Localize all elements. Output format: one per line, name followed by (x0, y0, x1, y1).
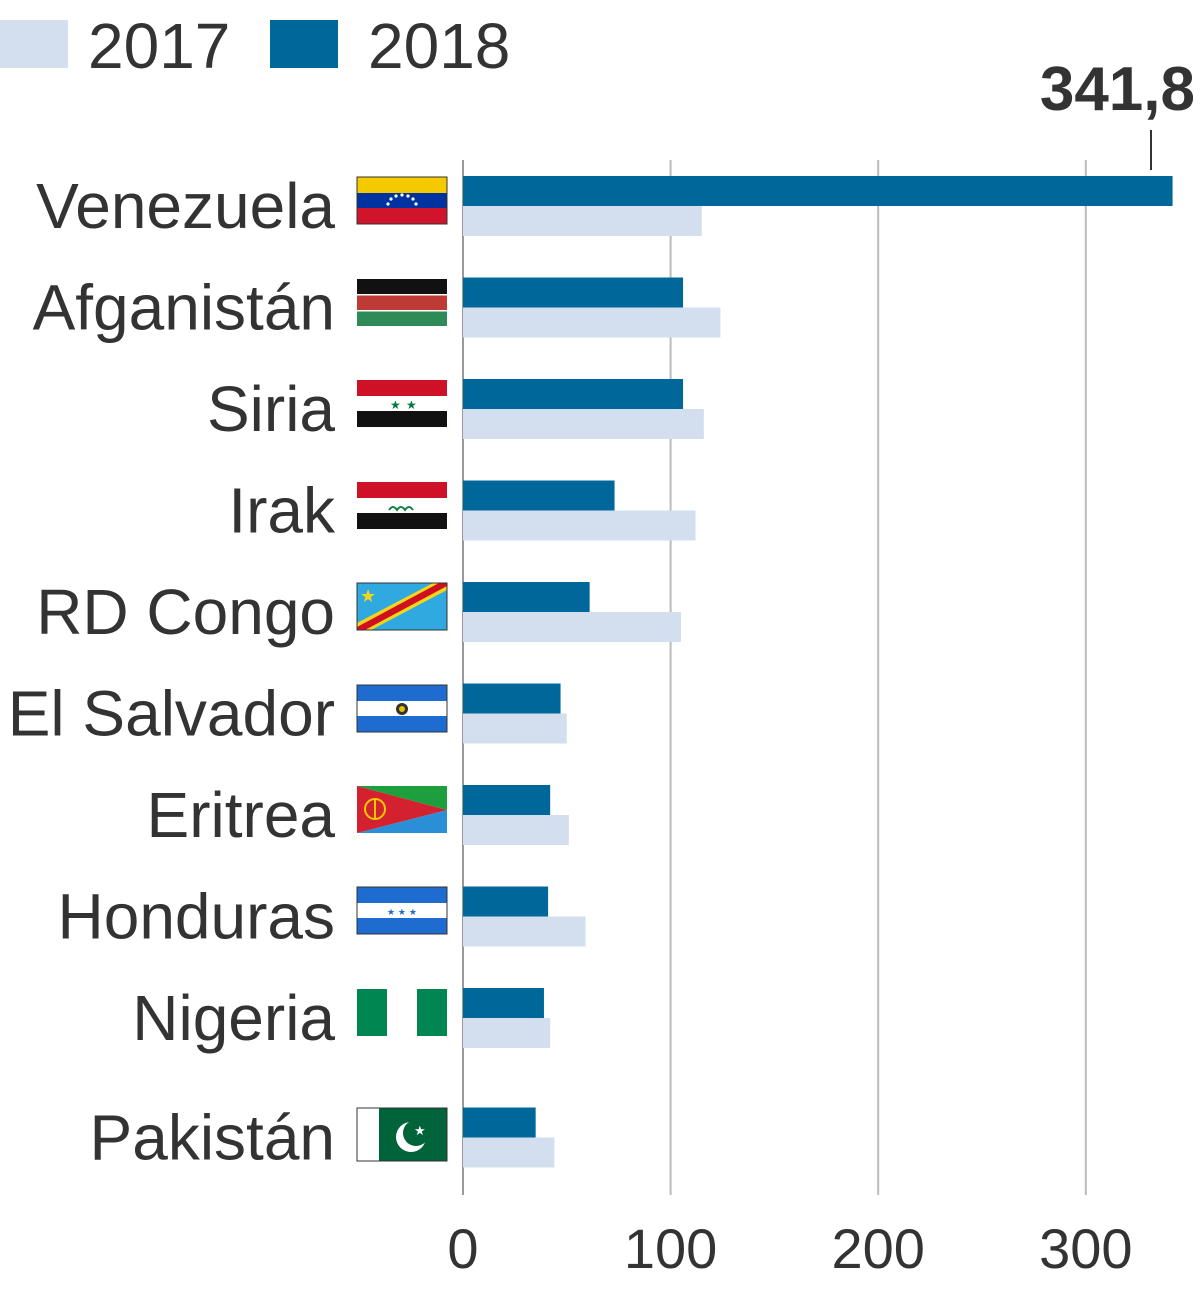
pakistan-flag-icon: ★ (356, 1107, 448, 1162)
bar-2017-eritrea (463, 815, 569, 845)
el-salvador-flag-icon (356, 684, 448, 733)
category-label: RD Congo (36, 576, 335, 648)
iraq-flag-icon (357, 482, 447, 529)
bar-2018-eritrea (463, 785, 551, 815)
x-tick-label: 100 (624, 1217, 717, 1280)
eritrea-flag-icon (357, 786, 447, 833)
syria-flag-icon: ★ ★ (357, 380, 447, 427)
dr-congo-flag-icon: ★ (356, 582, 448, 631)
svg-text:★: ★ (360, 586, 376, 607)
legend-label-2018: 2018 (368, 10, 510, 82)
category-label: Venezuela (36, 170, 335, 242)
bar-2018-honduras (463, 886, 549, 917)
svg-text:★ ★ ★: ★ ★ ★ (387, 908, 417, 918)
venezuela-flag-icon (356, 176, 448, 225)
value-annotation-label: 341,8 (1040, 55, 1195, 124)
x-tick-label: 200 (831, 1217, 924, 1280)
bars (463, 176, 1173, 1168)
bar-2017-nigeria (463, 1018, 551, 1048)
svg-text:★: ★ (414, 1124, 426, 1139)
bar-2017-honduras (463, 916, 586, 947)
x-tick-label: 0 (447, 1217, 478, 1280)
bar-2017-venezuela (463, 206, 702, 236)
category-label: Irak (228, 475, 336, 547)
bar-2018-nigeria (463, 988, 544, 1018)
category-label: Siria (207, 373, 335, 445)
category-labels: Venezuela Afganistán Siria Irak RD Congo El S… (8, 170, 336, 1174)
legend-swatch-2018 (270, 20, 338, 68)
svg-text:★: ★ (390, 398, 401, 412)
x-axis-ticks: 0 100 200 300 (447, 1217, 1132, 1280)
bar-2018-venezuela (463, 176, 1173, 206)
honduras-flag-icon: ★ ★ ★ (356, 886, 448, 935)
legend-swatch-2017 (0, 20, 68, 68)
category-label: Pakistán (90, 1102, 335, 1174)
category-label: Afganistán (33, 272, 335, 344)
bar-2017-irak (463, 510, 696, 541)
nigeria-flag-icon (357, 989, 447, 1036)
legend-label-2017: 2017 (88, 10, 230, 82)
category-label: Nigeria (132, 982, 335, 1054)
bar-2017-el-salvador (463, 713, 567, 744)
afghanistan-flag-icon (357, 279, 447, 326)
bar-2018-rd-congo (463, 582, 590, 612)
category-label: El Salvador (8, 678, 335, 750)
bar-2018-afganistán (463, 277, 684, 308)
x-tick-label: 300 (1039, 1217, 1132, 1280)
bar-2018-irak (463, 480, 615, 511)
legend: 2017 2018 (0, 10, 510, 82)
category-label: Eritrea (147, 779, 336, 851)
bar-2017-rd-congo (463, 612, 681, 642)
category-label: Honduras (58, 881, 336, 953)
bar-2018-siria (463, 379, 684, 409)
bar-2018-pakistán (463, 1107, 536, 1138)
svg-text:★: ★ (406, 398, 417, 412)
bar-2017-afganistán (463, 307, 721, 338)
bar-2017-pakistán (463, 1137, 555, 1168)
bar-2018-el-salvador (463, 683, 561, 714)
bar-2017-siria (463, 409, 704, 439)
